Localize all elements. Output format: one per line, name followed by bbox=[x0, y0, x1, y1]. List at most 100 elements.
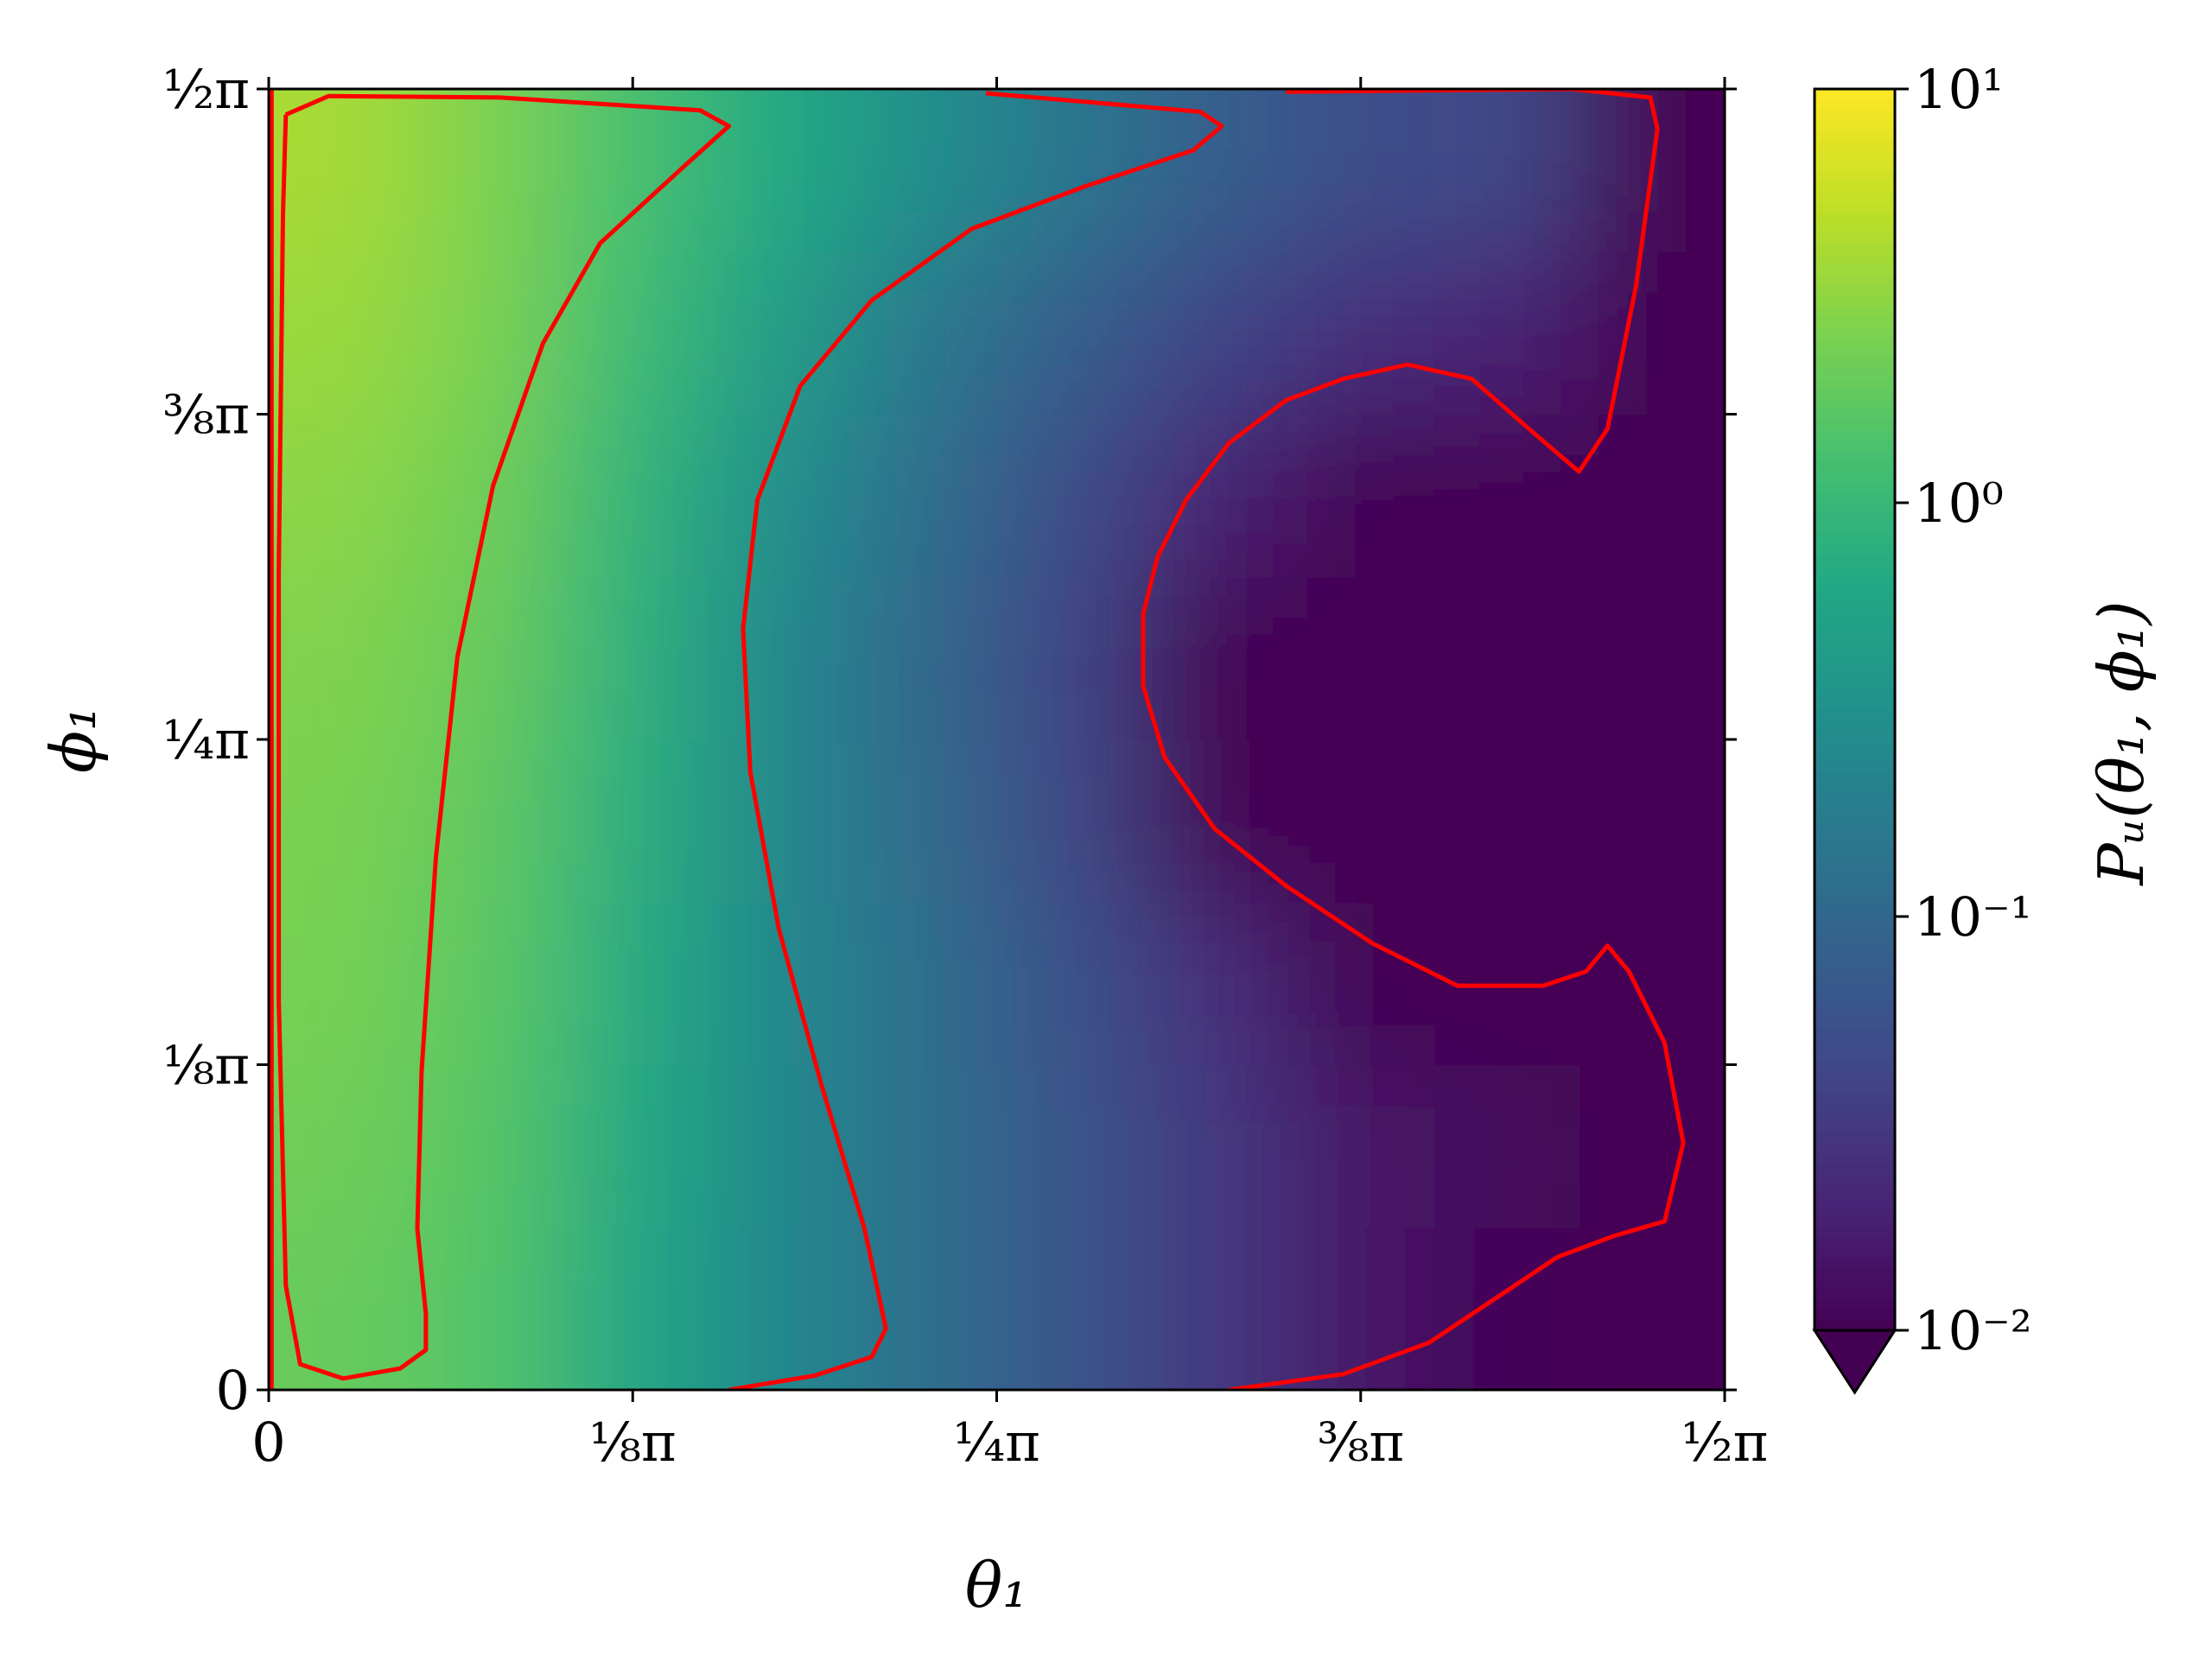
colorbar-segment bbox=[1815, 233, 1895, 245]
heatmap-cell bbox=[1287, 1227, 1435, 1390]
colorbar-segment bbox=[1815, 441, 1895, 453]
heatmap-cell bbox=[851, 1227, 998, 1390]
colorbar-segment bbox=[1815, 492, 1895, 504]
colorbar-segment bbox=[1815, 347, 1895, 359]
colorbar-segment bbox=[1815, 1185, 1895, 1197]
colorbar-segment bbox=[1815, 595, 1895, 607]
heatmap-cell bbox=[1287, 414, 1435, 578]
heatmap-cell bbox=[559, 1064, 707, 1228]
heatmap-cell bbox=[851, 251, 998, 416]
colorbar-segment bbox=[1815, 472, 1895, 484]
heatmap-cell bbox=[851, 89, 998, 253]
heatmap-cell bbox=[1579, 414, 1725, 578]
colorbar-segment bbox=[1815, 461, 1895, 473]
heatmap-cell bbox=[1579, 902, 1725, 1066]
colorbar-segment bbox=[1815, 1175, 1895, 1187]
colorbar-segment bbox=[1815, 223, 1895, 235]
colorbar-segment bbox=[1815, 875, 1895, 887]
colorbar-segment bbox=[1815, 420, 1895, 432]
heatmap-cell bbox=[705, 739, 853, 904]
heatmap-cell bbox=[414, 89, 561, 253]
colorbar-segment bbox=[1815, 802, 1895, 815]
colorbar-segment bbox=[1815, 1092, 1895, 1104]
colorbar-segment bbox=[1815, 616, 1895, 628]
colorbar-segment bbox=[1815, 585, 1895, 597]
heatmap-cell bbox=[1141, 1227, 1289, 1390]
heatmap-cell bbox=[1141, 89, 1289, 253]
heatmap-cell bbox=[1287, 1064, 1435, 1228]
colorbar-segment bbox=[1815, 1237, 1895, 1249]
heatmap bbox=[269, 89, 1725, 1390]
heatmap-cell bbox=[851, 902, 998, 1066]
colorbar-segment bbox=[1815, 192, 1895, 204]
colorbar-segment bbox=[1815, 171, 1895, 183]
colorbar-segment bbox=[1815, 647, 1895, 659]
colorbar-segment bbox=[1815, 98, 1895, 111]
heatmap-cell bbox=[705, 1227, 853, 1390]
colorbar-segment bbox=[1815, 327, 1895, 339]
colorbar-segment bbox=[1815, 1061, 1895, 1073]
colorbar-segment bbox=[1815, 316, 1895, 328]
heatmap-cell bbox=[1141, 414, 1289, 578]
colorbar-segment bbox=[1815, 130, 1895, 142]
colorbar-segment bbox=[1815, 999, 1895, 1011]
colorbar-segment bbox=[1815, 1102, 1895, 1114]
heatmap-cell bbox=[1287, 576, 1435, 740]
contour-line bbox=[1141, 89, 1686, 1390]
colorbar-segment bbox=[1815, 523, 1895, 535]
heatmap-cell bbox=[269, 739, 416, 904]
colorbar-segment bbox=[1815, 792, 1895, 804]
colorbar-segment bbox=[1815, 337, 1895, 349]
heatmap-cell bbox=[269, 1227, 416, 1390]
colorbar-tick-label: 10⁻² bbox=[1914, 1299, 2031, 1362]
colorbar-tick-label: 10⁻¹ bbox=[1914, 885, 2031, 948]
colorbar-segment bbox=[1815, 1268, 1895, 1280]
heatmap-cell bbox=[559, 1227, 707, 1390]
colorbar-segment bbox=[1815, 720, 1895, 732]
colorbar-segment bbox=[1815, 1030, 1895, 1042]
colorbar-segment bbox=[1815, 564, 1895, 576]
colorbar-segment bbox=[1815, 1216, 1895, 1228]
heatmap-cell bbox=[1579, 251, 1725, 416]
colorbar-segment bbox=[1815, 709, 1895, 721]
colorbar-segment bbox=[1815, 1123, 1895, 1135]
colorbar-segment bbox=[1815, 140, 1895, 152]
heatmap-cell bbox=[269, 902, 416, 1066]
heatmap-cell bbox=[1433, 251, 1580, 416]
colorbar-label: Pᵤ(θ₁, ϕ₁) bbox=[2085, 600, 2158, 886]
heatmap-cell bbox=[414, 251, 561, 416]
y-tick-label: ½π bbox=[162, 58, 250, 121]
colorbar-segment bbox=[1815, 399, 1895, 411]
colorbar-extend bbox=[1812, 1329, 1897, 1395]
heatmap-cell bbox=[851, 1064, 998, 1228]
colorbar-segment bbox=[1815, 1071, 1895, 1083]
colorbar-segment bbox=[1815, 699, 1895, 711]
colorbar-segment bbox=[1815, 161, 1895, 173]
heatmap-cell bbox=[1141, 1064, 1289, 1228]
colorbar-segment bbox=[1815, 823, 1895, 835]
heatmap-cell bbox=[414, 1064, 561, 1228]
heatmap-cell bbox=[996, 1064, 1143, 1228]
heatmap-cell bbox=[996, 251, 1143, 416]
colorbar-segment bbox=[1815, 957, 1895, 969]
heatmap-cell bbox=[269, 414, 416, 578]
colorbar-segment bbox=[1815, 89, 1895, 100]
colorbar-segment bbox=[1815, 782, 1895, 794]
heatmap-cell bbox=[1287, 902, 1435, 1066]
heatmap-cell bbox=[559, 902, 707, 1066]
x-tick-label: 0 bbox=[251, 1411, 285, 1474]
heatmap-cell bbox=[1433, 576, 1580, 740]
heatmap-cell bbox=[1579, 739, 1725, 904]
colorbar-segment bbox=[1815, 751, 1895, 763]
heatmap-cell bbox=[705, 251, 853, 416]
contour-line bbox=[728, 91, 1224, 1390]
contours bbox=[269, 89, 1686, 1390]
heatmap-cell bbox=[269, 576, 416, 740]
heatmap-cell bbox=[996, 902, 1143, 1066]
colorbar-segment bbox=[1815, 813, 1895, 825]
colorbar-segment bbox=[1815, 1247, 1895, 1259]
heatmap-cell bbox=[559, 414, 707, 578]
colorbar-segment bbox=[1815, 1082, 1895, 1094]
heatmap-cell bbox=[1141, 739, 1289, 904]
